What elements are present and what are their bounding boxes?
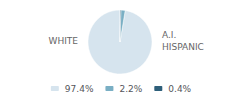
- svg-text:WHITE: WHITE: [48, 36, 78, 46]
- svg-text:0.4%: 0.4%: [168, 84, 191, 94]
- svg-text:2.2%: 2.2%: [119, 84, 142, 94]
- svg-text:HISPANIC: HISPANIC: [162, 42, 204, 52]
- svg-text:A.I.: A.I.: [162, 30, 176, 40]
- svg-text:97.4%: 97.4%: [65, 84, 94, 94]
